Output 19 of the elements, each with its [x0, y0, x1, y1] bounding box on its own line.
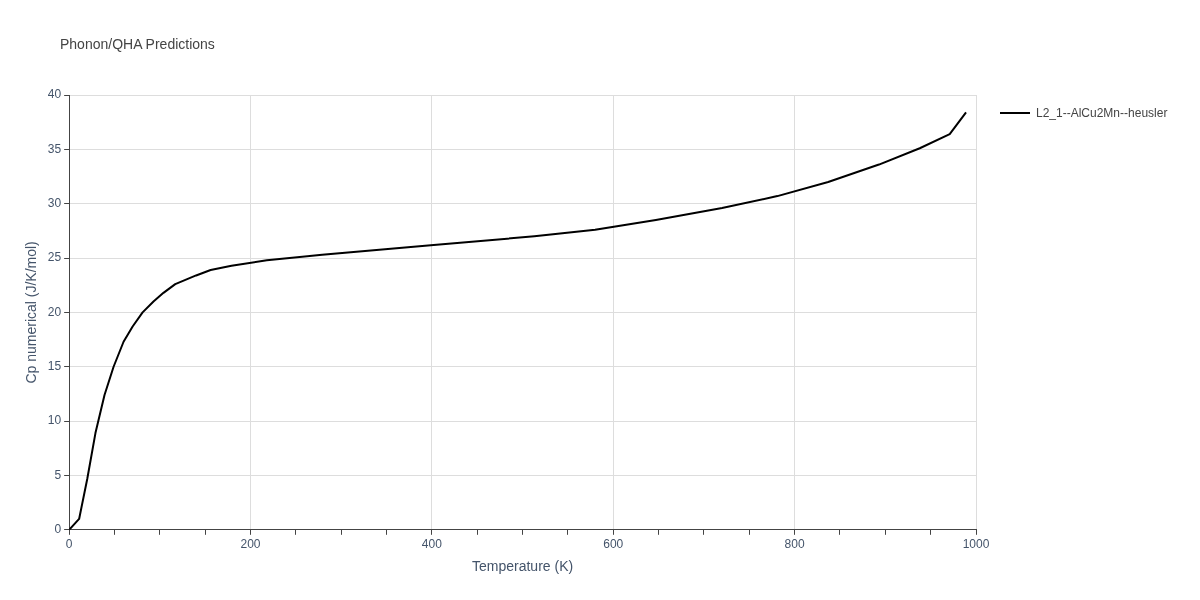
- legend-label: L2_1--AlCu2Mn--heusler: [1036, 106, 1168, 120]
- y-tick-label: 5: [54, 467, 62, 482]
- y-tick-label: 15: [47, 359, 62, 374]
- y-tick-label: 20: [47, 304, 62, 319]
- x-tick-label: 1000: [962, 537, 990, 552]
- y-tick-label: 40: [47, 87, 62, 102]
- x-tick-label: 400: [421, 537, 443, 552]
- x-tick-label: 600: [603, 537, 624, 552]
- x-tick-label: 800: [784, 537, 805, 552]
- x-tick-label: 200: [240, 537, 261, 552]
- x-tick-label: 0: [65, 537, 73, 552]
- y-tick-label: 10: [47, 413, 62, 428]
- y-tick-label: 35: [47, 141, 62, 156]
- chart-title: Phonon/QHA Predictions: [60, 36, 215, 52]
- y-axis-title: Cp numerical (J/K/mol): [23, 241, 40, 384]
- y-tick-label: 25: [47, 250, 62, 265]
- y-tick-label: 0: [54, 522, 62, 537]
- y-tick-label: 30: [47, 196, 62, 211]
- x-axis-title: Temperature (K): [472, 558, 574, 575]
